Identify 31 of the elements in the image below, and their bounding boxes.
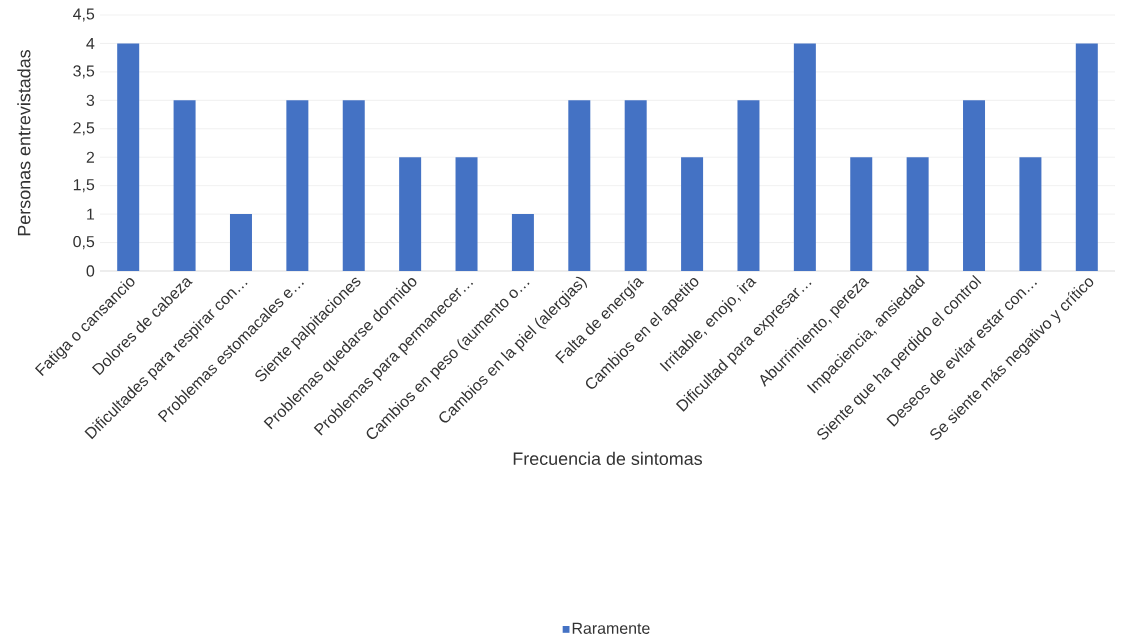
y-tick-label: 2 xyxy=(86,151,95,163)
bar xyxy=(342,100,365,271)
y-tick-label: 4,5 xyxy=(73,8,95,22)
y-tick-label: 0 xyxy=(86,265,95,277)
bar xyxy=(117,43,140,271)
bar xyxy=(850,157,873,271)
legend-label: Raramente xyxy=(572,622,650,634)
bar xyxy=(568,100,591,271)
y-tick-label: 1,5 xyxy=(73,179,95,193)
bar xyxy=(906,157,929,271)
bar xyxy=(229,214,252,271)
bar xyxy=(793,43,816,271)
bar xyxy=(624,100,647,271)
y-tick-label: 4 xyxy=(86,37,95,49)
bar xyxy=(681,157,704,271)
x-axis-title: Frecuencia de sintomas xyxy=(513,451,703,466)
bar xyxy=(286,100,309,271)
bar xyxy=(399,157,422,271)
bar xyxy=(737,100,760,271)
bar xyxy=(1075,43,1098,271)
y-tick-label: 3 xyxy=(86,94,95,106)
bar xyxy=(1019,157,1042,271)
y-axis-title: Personas entrevistadas xyxy=(17,49,31,236)
y-tick-label: 1 xyxy=(87,208,95,220)
y-tick-label: 0,5 xyxy=(73,235,95,250)
y-tick-label: 2,5 xyxy=(73,122,95,136)
bar xyxy=(173,100,196,271)
bar xyxy=(963,100,986,271)
y-tick-label: 3,5 xyxy=(73,65,95,79)
bar xyxy=(455,157,478,271)
bar xyxy=(511,214,534,271)
